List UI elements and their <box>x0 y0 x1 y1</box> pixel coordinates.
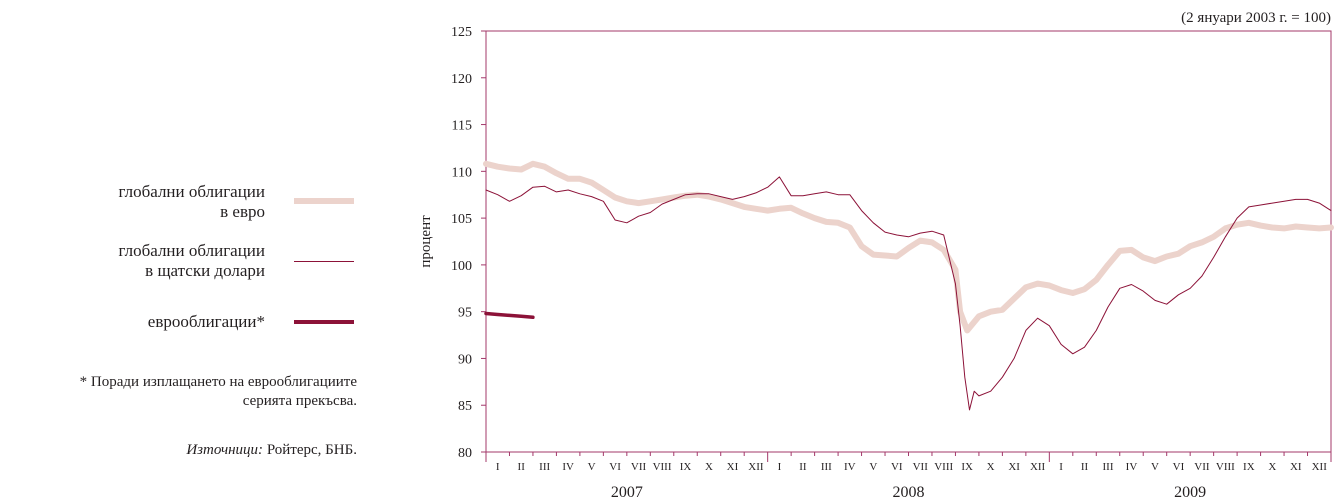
x-month-label: XII <box>1312 461 1328 473</box>
series-line-usd <box>485 176 1332 411</box>
y-tick-label: 100 <box>451 259 472 274</box>
y-tick-label: 120 <box>451 72 472 87</box>
x-month-label: V <box>1151 461 1159 473</box>
x-month-label: VII <box>631 461 647 473</box>
chart-axes <box>481 30 1332 462</box>
y-tick-label: 80 <box>458 446 472 461</box>
source-note: Източници: Ройтерс, БНБ. <box>186 441 357 460</box>
legend-label-eurobonds: еврооблигации* <box>147 312 265 331</box>
x-year-label: 2008 <box>893 484 925 501</box>
x-month-label: II <box>799 461 807 473</box>
x-month-label: IX <box>680 461 692 473</box>
y-tick-label: 125 <box>451 25 472 40</box>
y-tick-label: 95 <box>458 306 472 321</box>
x-month-label: II <box>518 461 526 473</box>
y-tick-label: 105 <box>451 212 472 227</box>
y-tick-label: 115 <box>452 119 472 134</box>
x-month-label: IX <box>1243 461 1255 473</box>
x-month-label: II <box>1081 461 1089 473</box>
x-month-label: VII <box>913 461 929 473</box>
x-month-label: IV <box>1126 461 1138 473</box>
x-month-label: VIII <box>934 461 953 473</box>
x-month-label: VI <box>1173 461 1185 473</box>
x-month-label: IV <box>562 461 574 473</box>
x-month-label: X <box>987 461 995 473</box>
x-month-label: VIII <box>1216 461 1235 473</box>
y-tick-label: 85 <box>458 399 472 414</box>
x-month-label: IX <box>961 461 973 473</box>
x-year-label: 2009 <box>1174 484 1206 501</box>
legend-swatch-usd <box>294 261 354 262</box>
x-month-label: III <box>539 461 550 473</box>
x-month-label: III <box>821 461 832 473</box>
x-month-label: I <box>778 461 782 473</box>
legend-label-usd: глобални облигации в щатски долари <box>118 241 265 280</box>
x-month-label: III <box>1103 461 1114 473</box>
x-month-label: VIII <box>653 461 672 473</box>
chart-series <box>483 160 1334 411</box>
x-month-label: X <box>1268 461 1276 473</box>
x-month-label: V <box>588 461 596 473</box>
x-month-label: VI <box>891 461 903 473</box>
source-prefix: Източници: <box>186 442 264 458</box>
series-line-eurobonds <box>484 311 535 320</box>
x-month-label: XI <box>1290 461 1302 473</box>
y-tick-label: 110 <box>452 165 472 180</box>
x-month-label: IV <box>844 461 856 473</box>
x-year-label: 2007 <box>611 484 643 501</box>
x-month-label: I <box>1059 461 1063 473</box>
x-month-label: X <box>705 461 713 473</box>
x-month-label: XII <box>1030 461 1046 473</box>
x-month-label: XI <box>1008 461 1020 473</box>
source-text: Ройтерс, БНБ. <box>263 442 357 458</box>
x-month-label: I <box>496 461 500 473</box>
x-month-label: XII <box>748 461 764 473</box>
legend-swatch-eurobonds <box>294 320 354 324</box>
x-month-label: XI <box>727 461 739 473</box>
footnote: * Поради изплащането на еврооблигациите … <box>79 374 357 409</box>
y-axis-label: процент <box>418 215 434 268</box>
series-line-euro <box>483 160 1334 334</box>
legend-swatch-euro <box>294 198 354 204</box>
legend-label-euro: глобални облигации в евро <box>118 182 265 221</box>
x-month-label: VII <box>1194 461 1210 473</box>
y-tick-label: 90 <box>458 352 472 367</box>
x-month-label: VI <box>609 461 621 473</box>
chart-annotation: (2 януари 2003 г. = 100) <box>1181 10 1331 26</box>
x-month-label: V <box>869 461 877 473</box>
